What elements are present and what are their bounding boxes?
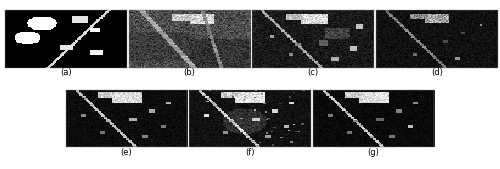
Text: (c): (c) (308, 68, 318, 77)
Text: (a): (a) (60, 68, 72, 77)
Text: (e): (e) (120, 148, 132, 157)
Text: (f): (f) (245, 148, 255, 157)
Text: (g): (g) (368, 148, 380, 157)
Text: (b): (b) (184, 68, 196, 77)
Text: (d): (d) (431, 68, 442, 77)
